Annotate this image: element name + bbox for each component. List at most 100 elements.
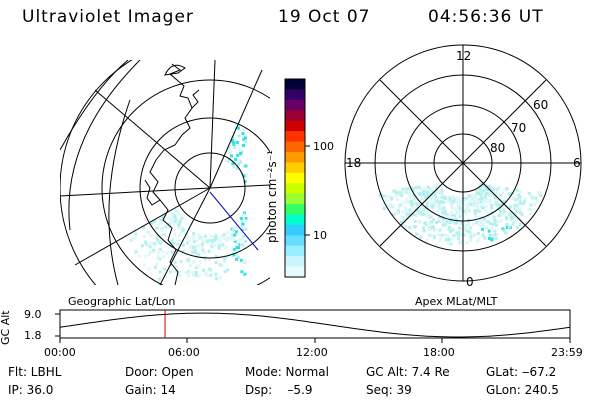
- geographic-map: [60, 60, 270, 285]
- aurora-pixel: [468, 226, 472, 230]
- aurora-pixel: [242, 213, 245, 217]
- aurora-pixel: [428, 234, 432, 237]
- aurora-pixel: [515, 205, 519, 209]
- aurora-pixel: [226, 231, 230, 235]
- timeline-xtick-1200: 12:00: [296, 346, 328, 359]
- aurora-pixel: [466, 202, 470, 206]
- aurora-pixel: [476, 202, 480, 206]
- colorbar-segment: [285, 183, 305, 195]
- aurora-pixel: [223, 258, 227, 261]
- aurora-pixel: [242, 137, 246, 141]
- aurora-pixel: [400, 194, 404, 197]
- aurora-pixel: [440, 189, 444, 193]
- mlt-label-12: 12: [456, 49, 472, 63]
- aurora-pixel: [414, 207, 418, 211]
- aurora-pixel: [473, 200, 477, 204]
- aurora-pixel: [397, 205, 401, 209]
- aurora-pixel: [220, 234, 224, 238]
- aurora-pixel: [449, 242, 453, 246]
- aurora-pixel: [534, 196, 538, 200]
- aurora-pixel: [210, 234, 214, 238]
- aurora-pixel: [495, 189, 499, 193]
- aurora-pixel: [417, 220, 421, 224]
- aurora-pixel: [168, 216, 172, 220]
- aurora-pixel: [198, 260, 202, 264]
- aurora-pixel: [425, 198, 429, 202]
- aurora-pixel: [477, 198, 481, 202]
- aurora-pixel: [429, 220, 433, 224]
- aurora-pixel: [505, 216, 509, 220]
- aurora-pixel: [514, 219, 518, 223]
- aurora-pixel: [217, 244, 221, 248]
- aurora-pixel: [418, 193, 422, 197]
- aurora-pixel: [422, 208, 425, 212]
- aurora-pixel: [218, 263, 222, 267]
- aurora-pixel: [447, 228, 451, 232]
- aurora-pixel: [170, 239, 174, 243]
- aurora-pixel: [172, 221, 176, 225]
- aurora-pixel: [493, 218, 497, 222]
- aurora-pixel: [161, 250, 165, 254]
- timeline-xtick-0600: 06:00: [168, 346, 200, 359]
- aurora-pixel: [471, 222, 475, 226]
- aurora-pixel: [448, 221, 452, 225]
- aurora-pixel: [387, 206, 391, 210]
- aurora-pixel: [232, 165, 236, 169]
- aurora-pixel: [423, 221, 427, 225]
- aurora-pixel: [476, 188, 480, 192]
- aurora-pixel: [433, 236, 437, 240]
- aurora-pixel: [171, 218, 174, 222]
- aurora-pixel: [434, 228, 438, 232]
- seq-info: Seq: 39: [366, 383, 412, 397]
- aurora-pixel: [225, 150, 229, 153]
- aurora-pixel: [453, 214, 457, 217]
- aurora-pixel: [407, 193, 411, 196]
- aurora-pixel: [193, 250, 197, 254]
- aurora-pixel: [192, 234, 196, 238]
- aurora-pixel: [153, 266, 157, 269]
- aurora-pixel: [386, 204, 390, 208]
- aurora-pixel: [539, 193, 543, 197]
- aurora-pixel: [465, 229, 469, 233]
- aurora-pixel: [186, 258, 190, 262]
- aurora-pixel: [430, 201, 434, 205]
- aurora-pixel: [469, 235, 473, 239]
- aurora-pixel: [223, 260, 227, 264]
- meridians: [60, 60, 270, 285]
- aurora-pixel: [467, 220, 471, 224]
- aurora-pixel: [422, 186, 426, 190]
- aurora-pixel: [413, 200, 417, 204]
- color-bar: [284, 78, 310, 278]
- aurora-pixel: [402, 200, 406, 204]
- aurora-pixel: [170, 269, 174, 273]
- aurora-pixel: [422, 193, 426, 197]
- aurora-pixel: [197, 274, 201, 278]
- aurora-pixel: [440, 195, 444, 199]
- observation-date: 19 Oct 07: [278, 7, 371, 27]
- aurora-pixel: [227, 148, 231, 152]
- aurora-pixel: [244, 239, 247, 243]
- aurora-pixel: [412, 193, 416, 197]
- aurora-pixel: [231, 140, 235, 144]
- aurora-pixel: [507, 225, 511, 229]
- aurora-pixel: [170, 211, 174, 215]
- aurora-pixel: [483, 198, 487, 202]
- aurora-pixel: [419, 236, 423, 240]
- observation-time: 04:56:36 UT: [428, 7, 544, 27]
- aurora-pixel: [202, 251, 206, 255]
- aurora-pixel: [209, 273, 213, 277]
- aurora-pixel: [473, 203, 477, 207]
- aurora-pixel: [227, 146, 231, 150]
- aurora-pixel: [472, 197, 476, 201]
- aurora-pixel: [400, 215, 404, 219]
- aurora-pixel: [480, 197, 484, 201]
- aurora-pixel: [209, 242, 212, 246]
- aurora-pixel: [498, 193, 502, 197]
- aurora-pixel: [486, 198, 490, 202]
- aurora-pixel: [458, 206, 462, 210]
- aurora-pixel: [134, 250, 138, 254]
- aurora-pixel: [474, 233, 478, 237]
- aurora-pixel: [425, 238, 429, 242]
- aurora-pixel: [502, 228, 506, 232]
- aurora-pixel: [195, 238, 199, 242]
